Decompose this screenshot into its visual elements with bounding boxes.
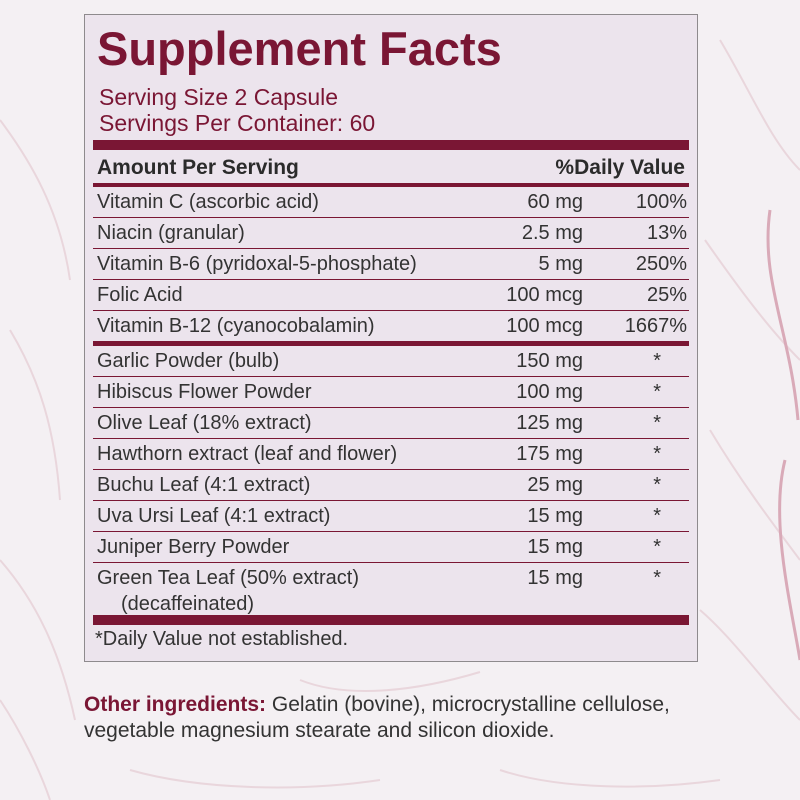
ingredient-name: Hawthorn extract (leaf and flower) [97,443,398,465]
ingredient-daily-value: 1667% [624,315,687,337]
ingredient-daily-value: * [653,536,661,558]
servings-per-container: Servings Per Container: 60 [99,110,376,136]
ingredient-amount: 5 mg [538,253,583,275]
ingredient-amount: 2.5 mg [521,222,583,244]
table-row: Folic Acid 100 mcg 25% [93,280,689,311]
ingredient-amount: 15 mg [527,505,583,527]
ingredient-name: Olive Leaf (18% extract) [97,412,312,434]
serving-size: Serving Size 2 Capsule [99,84,339,110]
ingredient-amount: 60 mg [527,191,583,213]
table-row: Garlic Powder (bulb) 150 mg * [93,346,689,377]
table-row: Hawthorn extract (leaf and flower) 175 m… [93,439,689,470]
ingredient-amount: 100 mcg [506,284,583,306]
table-row: Uva Ursi Leaf (4:1 extract) 15 mg * [93,501,689,532]
ingredient-amount: 25 mg [527,474,583,496]
ingredient-name: Garlic Powder (bulb) [97,350,280,372]
ingredient-name: Folic Acid [97,284,183,306]
other-ingredients: Other ingredients: Gelatin (bovine), mic… [84,692,724,744]
amount-per-serving-header: Amount Per Serving [97,156,299,179]
ingredient-daily-value: * [653,474,661,496]
ingredient-daily-value: * [653,350,661,372]
table-row: Green Tea Leaf (50% extract) (decaffeina… [93,563,689,621]
table-row: Vitamin B-6 (pyridoxal-5-phosphate) 5 mg… [93,249,689,280]
ingredient-daily-value: * [653,381,661,403]
supplement-facts-panel: Supplement Facts Serving Size 2 Capsule … [84,14,698,662]
ingredient-name: Uva Ursi Leaf (4:1 extract) [97,505,331,527]
ingredient-name: Vitamin C (ascorbic acid) [97,191,319,213]
ingredient-amount: 125 mg [516,412,583,434]
table-row: Vitamin B-12 (cyanocobalamin) 100 mcg 16… [93,311,689,341]
divider-thick-top [93,140,689,150]
other-ingredients-label: Other ingredients: [84,693,267,716]
ingredient-daily-value: 250% [635,253,687,275]
ingredient-name: Juniper Berry Powder [97,536,290,558]
ingredient-amount: 100 mcg [506,315,583,337]
ingredient-name: Hibiscus Flower Powder [97,381,312,403]
table-row: Hibiscus Flower Powder 100 mg * [93,377,689,408]
divider-header [93,183,689,187]
table-row: Juniper Berry Powder 15 mg * [93,532,689,563]
ingredient-name: Vitamin B-12 (cyanocobalamin) [97,315,375,337]
ingredient-name: Green Tea Leaf (50% extract) [97,567,359,589]
ingredient-daily-value: * [653,567,661,589]
ingredient-amount: 15 mg [527,536,583,558]
divider-thick-bottom [93,615,689,625]
divider-section [93,341,689,346]
ingredient-daily-value: 100% [635,191,687,213]
ingredient-daily-value: 13% [646,222,687,244]
table-row: Vitamin C (ascorbic acid) 60 mg 100% [93,187,689,218]
ingredient-amount: 15 mg [527,567,583,589]
other-ingredients-text: Gelatin (bovine), microcrystalline cellu… [84,693,670,742]
ingredient-name: Buchu Leaf (4:1 extract) [97,474,311,496]
ingredient-name: Niacin (granular) [97,222,245,244]
daily-value-header: %Daily Value [555,156,685,179]
ingredient-amount: 100 mg [516,381,583,403]
ingredient-daily-value: * [653,505,661,527]
ingredient-name: Vitamin B-6 (pyridoxal-5-phosphate) [97,253,417,275]
footnote: *Daily Value not established. [95,628,349,650]
table-row: Niacin (granular) 2.5 mg 13% [93,218,689,249]
ingredient-amount: 150 mg [516,350,583,372]
ingredient-daily-value: * [653,412,661,434]
table-row: Buchu Leaf (4:1 extract) 25 mg * [93,470,689,501]
ingredient-amount: 175 mg [516,443,583,465]
panel-title: Supplement Facts [97,22,502,75]
ingredient-daily-value: 25% [646,284,687,306]
ingredient-daily-value: * [653,443,661,465]
ingredient-subname: (decaffeinated) [121,593,255,615]
table-row: Olive Leaf (18% extract) 125 mg * [93,408,689,439]
